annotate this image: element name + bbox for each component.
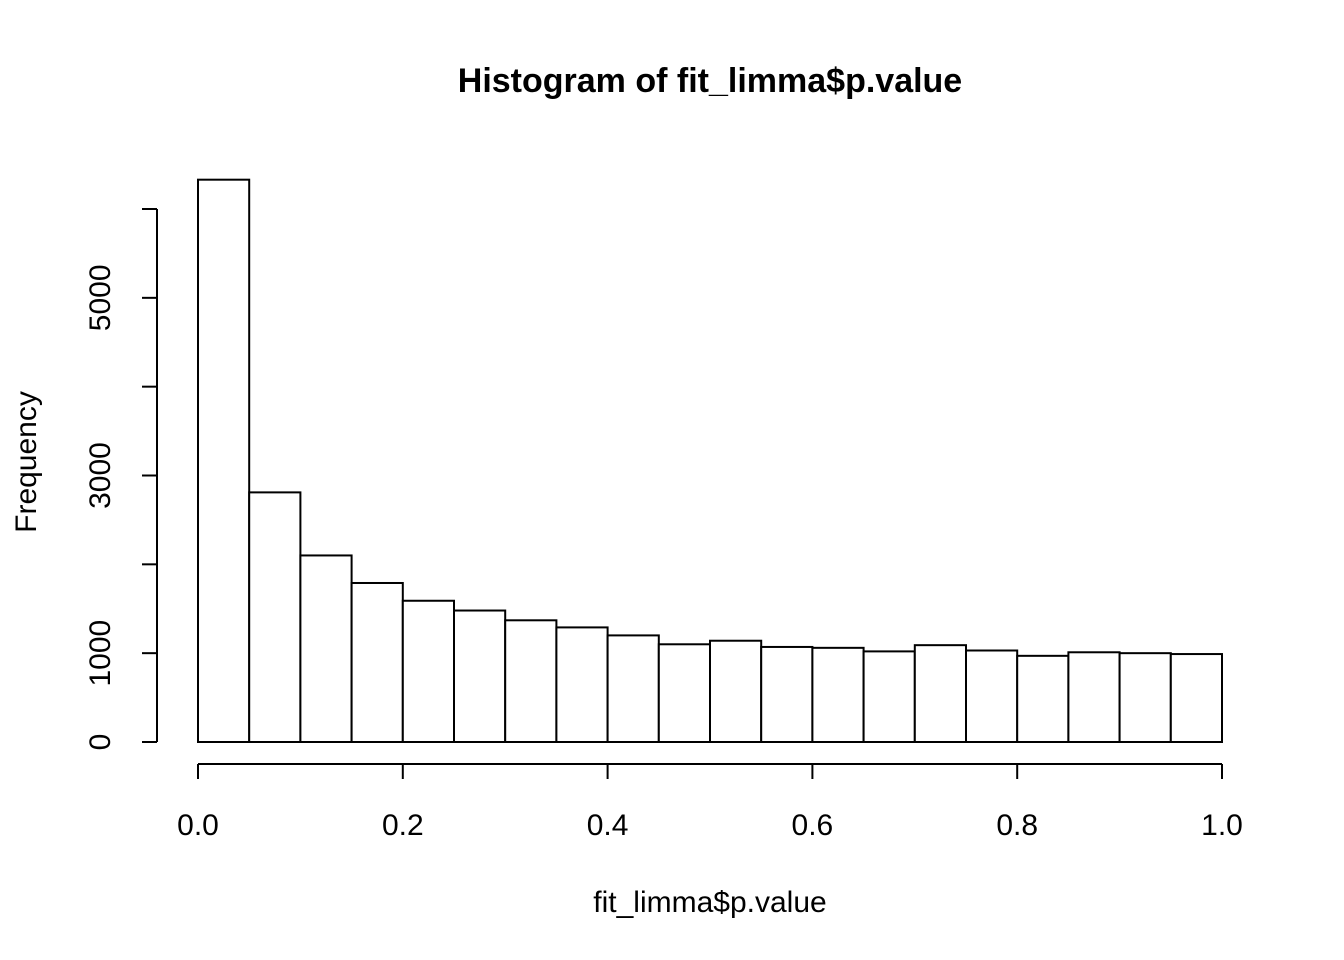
bars-group <box>197 178 1224 744</box>
chart-title: Histogram of fit_limma$p.value <box>458 62 962 100</box>
histogram-bar-16 <box>965 649 1019 743</box>
histogram-bar-3 <box>299 554 353 744</box>
histogram-bar-11 <box>709 639 763 743</box>
x-tick-label: 0.2 <box>382 809 424 842</box>
histogram-bar-9 <box>606 634 660 744</box>
histogram-bar-2 <box>248 491 302 743</box>
y-tick-label: 1000 <box>84 620 117 687</box>
histogram-bar-6 <box>453 609 507 743</box>
histogram-bar-7 <box>504 619 558 744</box>
x-axis: 0.0 0.2 0.4 0.6 0.8 1.0 <box>177 763 1243 842</box>
y-axis-label: Frequency <box>10 391 43 533</box>
histogram-bar-4 <box>350 581 404 744</box>
histogram-bar-14 <box>862 650 916 744</box>
histogram-bar-12 <box>760 645 814 743</box>
histogram-bar-20 <box>1169 653 1224 743</box>
histogram-bar-5 <box>401 599 455 743</box>
histogram-bar-8 <box>555 626 609 744</box>
histogram-bar-13 <box>811 646 865 743</box>
histogram-bar-18 <box>1067 651 1121 743</box>
histogram-bar-10 <box>657 643 711 743</box>
x-axis-label: fit_limma$p.value <box>593 886 826 919</box>
y-tick-label: 0 <box>84 734 117 751</box>
histogram-bar-15 <box>913 644 967 744</box>
x-tick-label: 1.0 <box>1201 809 1243 842</box>
histogram-bar-1 <box>197 178 251 743</box>
x-tick-label: 0.0 <box>177 809 219 842</box>
histogram-bar-17 <box>1016 654 1070 743</box>
x-tick-label: 0.4 <box>587 809 629 842</box>
y-tick-label: 3000 <box>84 442 117 509</box>
x-tick-label: 0.8 <box>996 809 1038 842</box>
y-axis: 0 1000 3000 5000 <box>84 208 158 751</box>
histogram-bar-19 <box>1118 652 1172 744</box>
x-tick-label: 0.6 <box>792 809 834 842</box>
y-tick-label: 5000 <box>84 264 117 331</box>
